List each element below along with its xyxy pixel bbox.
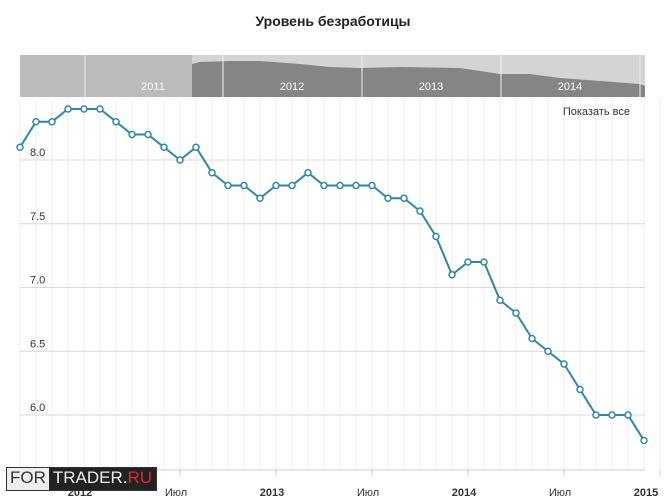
x-tick-label: Июл <box>357 487 379 499</box>
data-point <box>112 118 120 126</box>
data-point <box>96 105 104 113</box>
data-point <box>432 232 440 241</box>
logo-for: FOR <box>7 468 49 490</box>
x-tick-label: 2013 <box>260 487 284 499</box>
data-point <box>592 411 600 419</box>
data-point <box>176 156 184 164</box>
data-point <box>192 143 200 151</box>
data-point <box>352 181 360 190</box>
data-point <box>544 347 552 355</box>
y-tick-label: 6.5 <box>30 338 45 350</box>
y-tick-label: 7.0 <box>30 275 45 287</box>
data-point <box>64 105 72 113</box>
show-all-button[interactable]: Показать все <box>562 106 630 118</box>
data-point <box>608 411 616 419</box>
navigator-year-label: 2013 <box>419 81 443 93</box>
data-point <box>336 181 344 190</box>
data-point <box>640 436 648 445</box>
data-point <box>16 143 24 151</box>
data-point <box>288 181 296 190</box>
data-point <box>128 130 136 139</box>
data-point <box>480 258 488 266</box>
navigator-unselected <box>20 55 192 97</box>
y-tick-label: 8.0 <box>30 147 45 159</box>
x-tick-label: 2014 <box>452 487 477 499</box>
data-point <box>528 334 536 343</box>
data-point <box>512 309 520 317</box>
data-point <box>416 207 424 215</box>
data-point <box>560 360 568 368</box>
data-point <box>576 385 584 394</box>
data-point <box>496 296 504 304</box>
chart-title: Уровень безработицы <box>255 13 411 29</box>
data-point <box>368 181 376 190</box>
x-tick-label: 2015 <box>634 487 658 499</box>
data-point <box>464 258 472 266</box>
data-point <box>160 143 168 151</box>
logo-trader: TRADER. <box>52 468 128 487</box>
y-tick-label: 7.5 <box>30 211 45 223</box>
data-point <box>80 105 88 113</box>
data-point <box>304 169 312 177</box>
data-point <box>384 194 392 202</box>
navigator-area <box>192 61 645 97</box>
navigator-year-label: 2012 <box>280 81 304 93</box>
logo: FOR TRADER.RU <box>6 467 158 491</box>
data-point <box>272 181 280 190</box>
data-point <box>144 130 152 139</box>
data-point <box>400 194 408 202</box>
navigator-year-label: 2011 <box>141 81 165 93</box>
data-line <box>19 108 645 442</box>
data-point <box>256 194 264 202</box>
x-tick-label: Июл <box>549 487 571 499</box>
logo-ru: RU <box>127 468 153 487</box>
x-tick-label: Июл <box>165 487 187 499</box>
data-point <box>48 118 56 126</box>
data-point <box>240 181 248 190</box>
data-point <box>32 118 40 126</box>
data-point <box>320 181 328 190</box>
navigator-year-label: 2014 <box>558 81 582 93</box>
data-point <box>224 181 232 190</box>
y-tick-label: 6.0 <box>30 402 45 414</box>
data-point <box>624 411 632 419</box>
data-point <box>208 169 216 177</box>
data-point <box>448 271 456 279</box>
